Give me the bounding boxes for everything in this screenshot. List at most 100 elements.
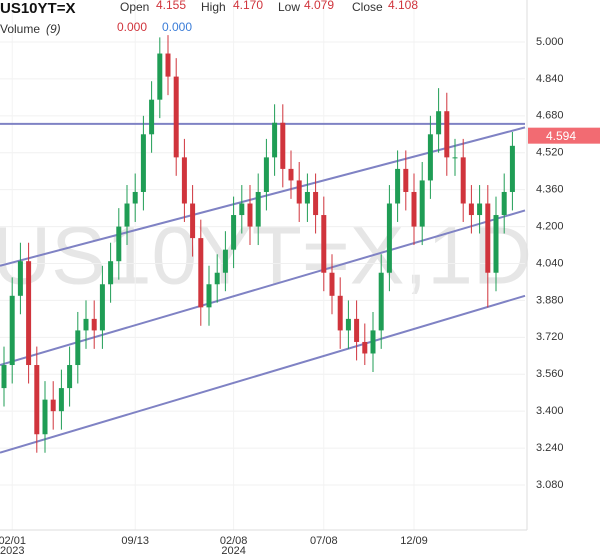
volume-period: (9) — [46, 22, 61, 36]
candle-body — [17, 261, 23, 296]
y-tick-label: 3.400 — [536, 405, 564, 417]
legend-value: 4.155 — [156, 0, 186, 12]
candle-body — [304, 191, 310, 204]
trend-line — [0, 126, 526, 267]
candle-body — [362, 341, 368, 354]
legend-value: 4.108 — [388, 0, 418, 12]
candle-body — [337, 295, 343, 331]
candle-body — [58, 388, 64, 412]
candle-body — [329, 272, 335, 296]
volume-label: Volume — [0, 22, 40, 36]
candle-body — [132, 191, 138, 204]
legend-value: 4.079 — [304, 0, 334, 12]
candle-body — [67, 365, 73, 389]
x-tick-label: 07/08 — [310, 535, 338, 547]
candle-body — [214, 272, 220, 285]
price-tag — [528, 127, 600, 144]
candle-body — [468, 203, 474, 216]
candle-body — [231, 215, 237, 250]
candle-body — [321, 215, 327, 273]
candle-body — [403, 168, 409, 192]
candle-body — [345, 318, 351, 331]
candle-body — [149, 99, 155, 135]
candle-body — [108, 261, 114, 285]
candle-body — [83, 318, 89, 331]
y-tick-label: 3.560 — [536, 368, 564, 380]
trend-line — [0, 294, 526, 454]
y-tick-label: 4.040 — [536, 257, 564, 269]
candle-body — [26, 261, 32, 366]
candle-body — [91, 318, 97, 331]
candle-body — [419, 180, 425, 227]
legend-label: High — [201, 0, 226, 14]
candle-body — [436, 111, 442, 135]
candle-body — [255, 191, 261, 227]
y-tick-label: 3.880 — [536, 294, 564, 306]
trend-line — [0, 209, 526, 366]
candle-body — [222, 249, 228, 273]
y-tick-label: 4.360 — [536, 184, 564, 196]
candle-body — [386, 203, 392, 273]
candle-body — [247, 203, 253, 227]
x-tick-label: 02/08 — [220, 535, 248, 547]
candle-body — [313, 191, 319, 216]
candle-body — [116, 226, 122, 262]
candle-body — [444, 111, 450, 158]
candle-body — [370, 330, 376, 354]
symbol: US10YT=X — [0, 0, 75, 17]
x-tick-label: 02/01 — [0, 535, 26, 547]
legend-label: Close — [352, 0, 383, 14]
legend-label: Low — [278, 0, 300, 14]
y-tick-label: 5.000 — [536, 36, 564, 48]
y-tick-label: 4.200 — [536, 220, 564, 232]
candle-body — [190, 203, 196, 239]
x-year-label: 2023 — [0, 545, 24, 557]
candle-body — [485, 203, 491, 273]
candle-body — [239, 203, 245, 216]
candle-body — [1, 365, 7, 389]
y-tick-label: 3.240 — [536, 442, 564, 454]
candle-body — [75, 330, 81, 366]
candle-body — [165, 53, 171, 77]
x-year-label: 2024 — [221, 545, 245, 557]
volume-value: 0.000 — [117, 20, 147, 34]
candle-body — [206, 284, 212, 308]
y-tick-label: 3.720 — [536, 331, 564, 343]
candle-body — [296, 180, 302, 204]
legend-label: Open — [120, 0, 149, 14]
candle-body — [173, 76, 179, 158]
legend-value: 4.170 — [233, 0, 263, 12]
candle-body — [288, 168, 294, 181]
candle-body — [493, 215, 499, 273]
candle-body — [181, 157, 187, 204]
candle-body — [509, 145, 515, 192]
volume-value: 0.000 — [162, 20, 192, 34]
candle-body — [50, 399, 56, 412]
x-tick-label: 12/09 — [400, 535, 428, 547]
candle-body — [99, 284, 105, 331]
price-tag-label: 4.594 — [546, 129, 576, 143]
candle-body — [501, 191, 507, 216]
candle-body — [378, 272, 384, 331]
candle-body — [157, 53, 163, 100]
x-tick-label: 09/13 — [121, 535, 149, 547]
candle-body — [124, 203, 130, 227]
y-tick-label: 4.840 — [536, 73, 564, 85]
y-tick-label: 3.080 — [536, 479, 564, 491]
candle-body — [198, 238, 204, 308]
candle-body — [452, 157, 458, 159]
candle-body — [9, 295, 15, 366]
y-tick-label: 4.680 — [536, 110, 564, 122]
candle-body — [42, 399, 48, 435]
candle-body — [427, 134, 433, 181]
candle-body — [140, 134, 146, 192]
candle-body — [395, 168, 401, 204]
candle-body — [272, 122, 278, 158]
candle-body — [263, 157, 269, 192]
y-tick-label: 4.520 — [536, 147, 564, 159]
candle-body — [34, 365, 40, 435]
watermark: US10YT=X,1D — [0, 211, 532, 302]
candle-body — [280, 122, 286, 169]
candle-body — [411, 191, 417, 227]
